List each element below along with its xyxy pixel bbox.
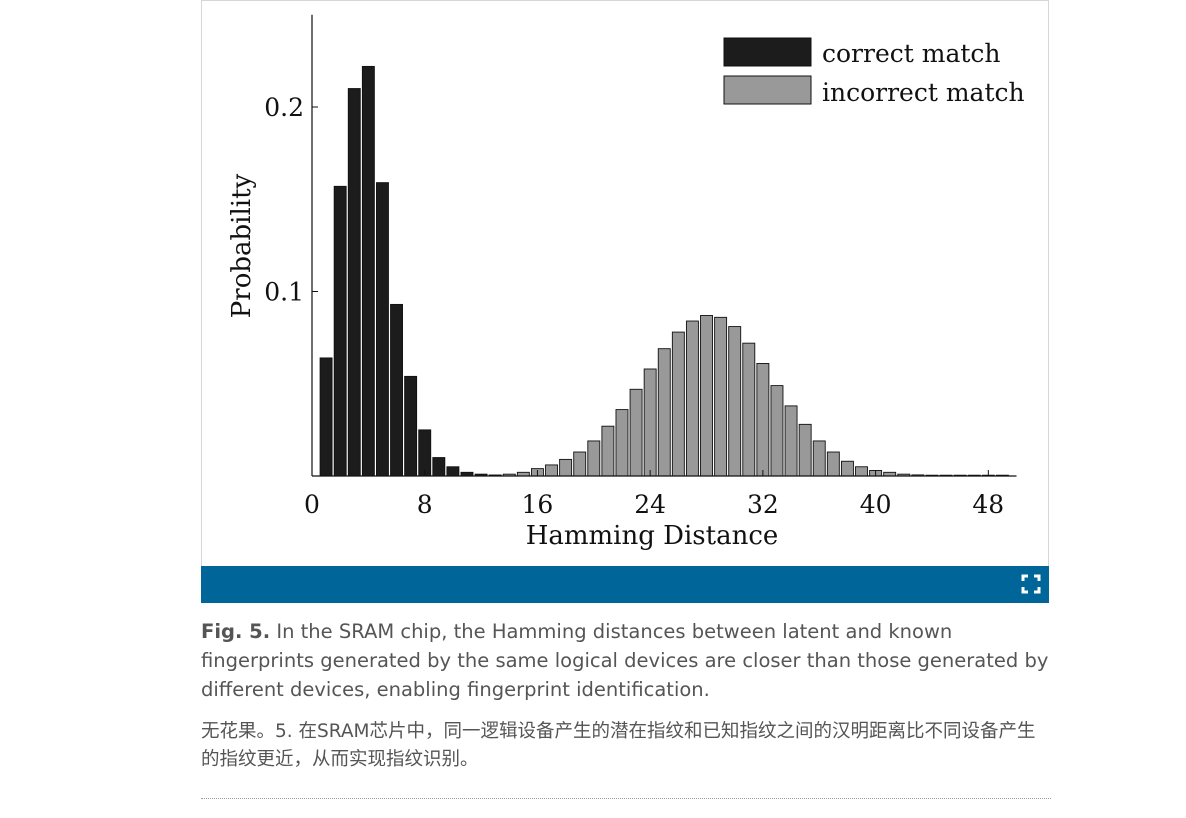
- bar-correct-match-6: [390, 303, 403, 477]
- bar-incorrect-match-36: [812, 440, 826, 477]
- figure-caption-text: In the SRAM chip, the Hamming distances …: [201, 620, 1049, 701]
- bar-correct-match-9: [432, 457, 446, 477]
- bar-correct-match-10: [446, 466, 460, 477]
- legend-swatch-correct-match: [723, 37, 812, 67]
- y-axis-label: Probability: [227, 173, 257, 318]
- bar-incorrect-match-23: [629, 388, 643, 477]
- bar-incorrect-match-33: [770, 385, 784, 477]
- x-tick-label-8: 8: [417, 490, 433, 519]
- bar-incorrect-match-21: [601, 425, 615, 477]
- bar-correct-match-7: [404, 375, 418, 477]
- bar-incorrect-match-28: [700, 315, 713, 477]
- bar-incorrect-match-37: [826, 451, 840, 477]
- bar-incorrect-match-38: [840, 460, 854, 477]
- bar-incorrect-match-29: [714, 316, 728, 477]
- x-tick-label-48: 48: [972, 490, 1004, 519]
- figure-caption: Fig. 5. In the SRAM chip, the Hamming di…: [201, 617, 1051, 704]
- bar-incorrect-match-25: [657, 348, 671, 477]
- bar-incorrect-match-18: [559, 458, 573, 477]
- bar-correct-match-5: [375, 182, 389, 477]
- x-tick-label-40: 40: [860, 490, 892, 519]
- bars-group: [319, 65, 1009, 477]
- bar-incorrect-match-34: [784, 405, 798, 477]
- bar-incorrect-match-22: [615, 409, 629, 477]
- y-tick-label-0.2: 0.2: [264, 93, 304, 122]
- figure-label: Fig. 5.: [201, 620, 271, 643]
- ticks-group: 0 8 16 24 32 40 48 0.1 0.2: [264, 93, 1004, 519]
- bar-correct-match-4: [361, 65, 375, 477]
- figure-container: 0 8 16 24 32 40 48 0.1 0.2 Hamming Distance Prob…: [201, 0, 1049, 566]
- x-tick-label-16: 16: [522, 490, 554, 519]
- bar-incorrect-match-27: [685, 320, 699, 477]
- x-tick-label-24: 24: [634, 490, 666, 519]
- axes-group: [311, 14, 1017, 477]
- figure-toolbar: [201, 566, 1049, 603]
- bar-correct-match-3: [347, 88, 361, 477]
- x-axis-label: Hamming Distance: [526, 521, 779, 551]
- bar-correct-match-8: [418, 429, 432, 477]
- x-tick-label-32: 32: [747, 490, 779, 519]
- legend-label-incorrect-match: incorrect match: [822, 78, 1025, 107]
- bar-correct-match-1: [319, 357, 333, 477]
- bar-incorrect-match-19: [573, 451, 587, 477]
- bar-incorrect-match-39: [855, 466, 868, 477]
- bar-incorrect-match-20: [587, 440, 601, 477]
- x-tick-label-0: 0: [304, 490, 320, 519]
- bar-incorrect-match-17: [545, 464, 558, 477]
- bar-incorrect-match-32: [756, 363, 770, 477]
- expand-icon[interactable]: [1021, 574, 1041, 594]
- bar-correct-match-2: [333, 185, 347, 477]
- figure-caption-translation: 无花果。5. 在SRAM芯片中，同一逻辑设备产生的潜在指纹和已知指纹之间的汉明距…: [201, 721, 1036, 770]
- bar-incorrect-match-35: [798, 423, 812, 477]
- bar-incorrect-match-31: [742, 342, 756, 477]
- section-divider: [201, 798, 1051, 799]
- legend-swatch-incorrect-match: [723, 75, 812, 105]
- y-tick-label-0.1: 0.1: [264, 278, 304, 307]
- legend: correct match incorrect match: [723, 37, 1025, 107]
- histogram-chart: 0 8 16 24 32 40 48 0.1 0.2 Hamming Distance Prob…: [227, 14, 1025, 551]
- bar-incorrect-match-24: [643, 368, 657, 477]
- bar-incorrect-match-30: [728, 326, 742, 477]
- legend-label-correct-match: correct match: [822, 39, 1001, 68]
- bar-incorrect-match-26: [671, 331, 685, 477]
